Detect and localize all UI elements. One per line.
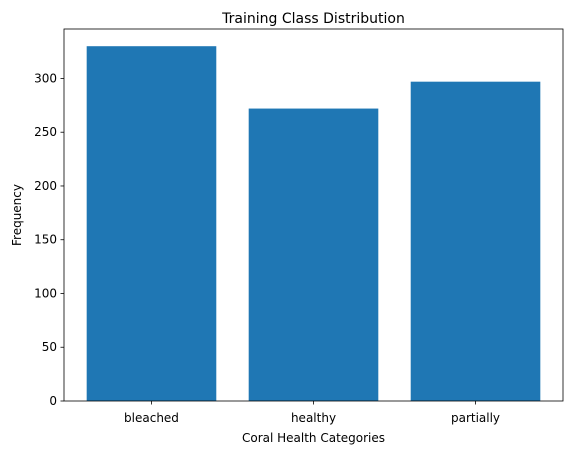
x-tick-label-partially: partially <box>451 411 500 425</box>
y-tick-label: 100 <box>34 286 57 300</box>
bar-healthy <box>248 108 379 401</box>
y-axis-label: Frequency <box>10 184 24 246</box>
y-axis: 0 50 100 150 200 250 300 <box>34 71 64 408</box>
y-tick-label: 200 <box>34 179 57 193</box>
x-axis: bleached healthy partially <box>124 401 500 425</box>
x-tick-label-bleached: bleached <box>124 411 179 425</box>
bar-partially <box>410 81 541 402</box>
y-tick-label: 150 <box>34 233 57 247</box>
y-tick-label: 300 <box>34 71 57 85</box>
x-tick-label-healthy: healthy <box>291 411 336 425</box>
chart-title: Training Class Distribution <box>221 11 405 27</box>
y-tick-label: 250 <box>34 125 57 139</box>
y-tick-label: 50 <box>42 340 57 354</box>
y-tick-label: 0 <box>49 394 57 408</box>
bar-bleached <box>86 46 217 402</box>
bars-group <box>86 46 541 402</box>
x-axis-label: Coral Health Categories <box>242 431 385 445</box>
